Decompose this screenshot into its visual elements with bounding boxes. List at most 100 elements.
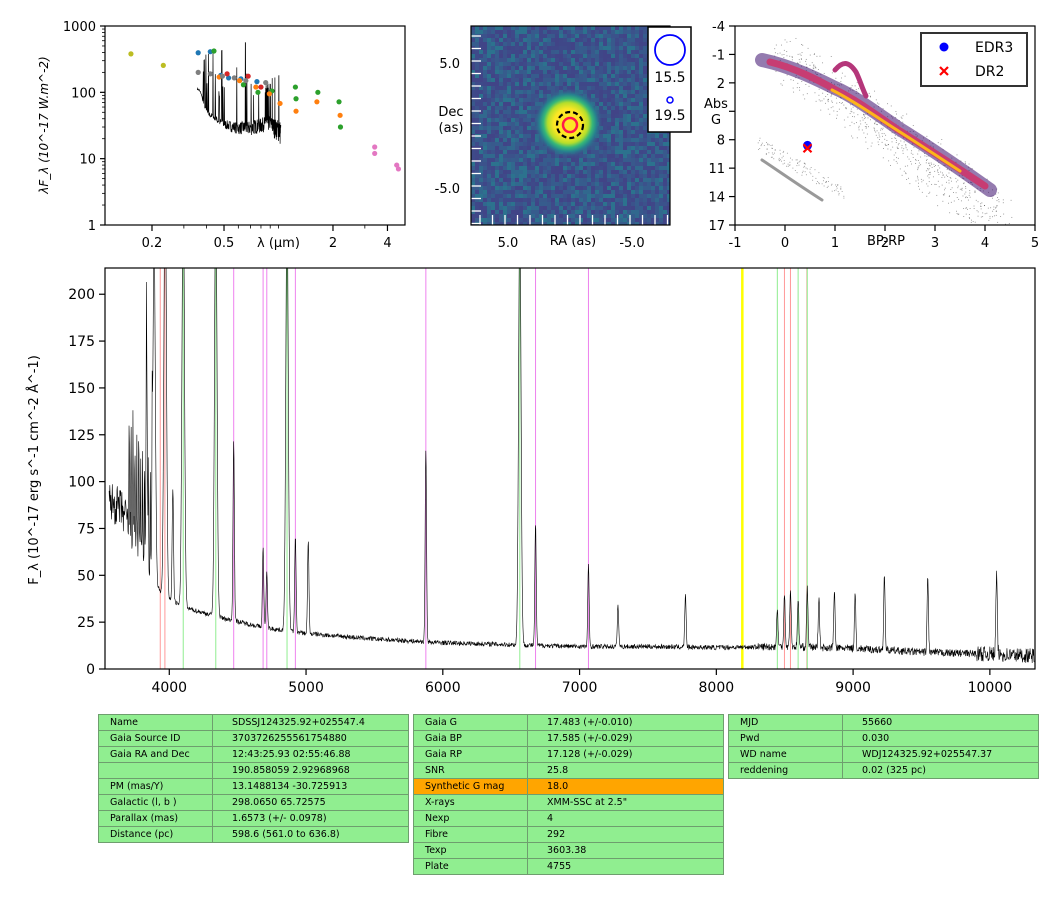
image-pixel bbox=[475, 38, 479, 42]
image-pixel bbox=[479, 198, 483, 202]
image-pixel bbox=[559, 30, 563, 34]
image-pixel bbox=[495, 26, 499, 30]
image-pixel bbox=[595, 210, 599, 214]
image-pixel bbox=[623, 202, 627, 206]
image-pixel bbox=[551, 78, 555, 82]
image-pixel bbox=[495, 158, 499, 162]
cmd-star-dot bbox=[833, 110, 835, 112]
image-pixel bbox=[603, 46, 607, 50]
image-pixel bbox=[583, 158, 587, 162]
image-pixel bbox=[587, 42, 591, 46]
image-pixel bbox=[619, 142, 623, 146]
image-pixel bbox=[499, 46, 503, 50]
image-pixel bbox=[595, 98, 599, 102]
info-row: Galactic (l, b ) 298.0650 65.72575 bbox=[98, 794, 409, 811]
cmd-star-dot bbox=[814, 53, 815, 55]
image-pixel bbox=[623, 138, 627, 142]
image-pixel bbox=[511, 58, 515, 62]
image-pixel bbox=[495, 82, 499, 86]
image-pixel bbox=[651, 182, 655, 186]
image-pixel bbox=[615, 206, 619, 210]
image-pixel bbox=[499, 122, 503, 126]
info-value: 25.8 bbox=[527, 762, 724, 779]
cmd-wd-dot bbox=[773, 158, 775, 160]
image-pixel bbox=[567, 158, 571, 162]
image-pixel bbox=[511, 178, 515, 182]
image-pixel bbox=[531, 222, 535, 225]
info-value: 0.02 (325 pc) bbox=[842, 762, 1039, 779]
image-pixel bbox=[583, 38, 587, 42]
image-pixel bbox=[475, 142, 479, 146]
image-pixel bbox=[471, 150, 475, 154]
image-pixel bbox=[599, 218, 603, 222]
image-pixel bbox=[643, 102, 647, 106]
image-pixel bbox=[635, 174, 639, 178]
image-pixel bbox=[507, 58, 511, 62]
image-pixel bbox=[607, 170, 611, 174]
spectrum-x-tick-label: 5000 bbox=[288, 680, 324, 696]
cmd-star-dot bbox=[919, 188, 920, 190]
image-pixel bbox=[543, 210, 547, 214]
image-pixel bbox=[611, 66, 615, 70]
cmd-wd-dot bbox=[796, 172, 798, 174]
cmd-star-dot bbox=[789, 55, 791, 57]
image-pixel bbox=[583, 30, 587, 34]
image-pixel bbox=[559, 158, 563, 162]
image-pixel bbox=[483, 138, 487, 142]
image-pixel bbox=[511, 114, 515, 118]
cmd-star-dot bbox=[809, 64, 811, 66]
image-pixel bbox=[603, 78, 607, 82]
main-sequence-core bbox=[830, 88, 962, 173]
image-pixel bbox=[611, 42, 615, 46]
image-pixel bbox=[603, 130, 607, 134]
image-pixel bbox=[643, 194, 647, 198]
image-pixel bbox=[651, 206, 655, 210]
image-pixel bbox=[591, 174, 595, 178]
image-pixel bbox=[511, 38, 515, 42]
image-pixel bbox=[643, 190, 647, 194]
image-pixel bbox=[491, 190, 495, 194]
image-pixel bbox=[547, 154, 551, 158]
image-pixel bbox=[599, 102, 603, 106]
image-pixel bbox=[503, 194, 507, 198]
image-pixel bbox=[515, 70, 519, 74]
cmd-star-dot bbox=[896, 157, 898, 159]
image-pixel bbox=[655, 190, 659, 194]
image-pixel bbox=[559, 206, 563, 210]
image-pixel bbox=[527, 42, 531, 46]
image-pixel bbox=[515, 50, 519, 54]
cmd-star-dot bbox=[907, 177, 909, 179]
image-pixel bbox=[615, 106, 619, 110]
image-pixel bbox=[503, 102, 507, 106]
image-pixel bbox=[483, 182, 487, 186]
cmd-star-dot bbox=[947, 175, 949, 177]
spectrum-y-tick-label: 125 bbox=[68, 428, 95, 444]
image-pixel bbox=[647, 158, 651, 162]
image-pixel bbox=[551, 54, 555, 58]
cmd-star-dot bbox=[839, 102, 841, 103]
image-pixel bbox=[603, 54, 607, 58]
image-pixel bbox=[615, 42, 619, 46]
cmd-star-dot bbox=[941, 139, 943, 141]
image-pixel bbox=[523, 166, 527, 170]
image-pixel bbox=[487, 66, 491, 70]
image-pixel bbox=[479, 62, 483, 66]
cmd-star-dot bbox=[874, 130, 876, 132]
image-pixel bbox=[551, 86, 555, 90]
image-pixel bbox=[507, 86, 511, 90]
cmd-star-dot bbox=[876, 102, 878, 104]
cmd-star-dot bbox=[907, 156, 909, 158]
cmd-star-dot bbox=[863, 118, 865, 120]
cmd-star-dot bbox=[809, 54, 811, 56]
image-pixel bbox=[587, 54, 591, 58]
image-pixel bbox=[531, 86, 535, 90]
image-pixel bbox=[571, 182, 575, 186]
cmd-x-tick-label: 2 bbox=[881, 236, 889, 251]
image-pixel bbox=[471, 202, 475, 206]
image-pixel bbox=[499, 154, 503, 158]
image-pixel bbox=[603, 210, 607, 214]
image-pixel bbox=[483, 34, 487, 38]
spectrum-panel: 4000 5000 6000 7000 8000 9000 1000002550751001… bbox=[26, 267, 1036, 696]
cmd-star-dot bbox=[876, 123, 878, 125]
image-pixel bbox=[483, 118, 487, 122]
